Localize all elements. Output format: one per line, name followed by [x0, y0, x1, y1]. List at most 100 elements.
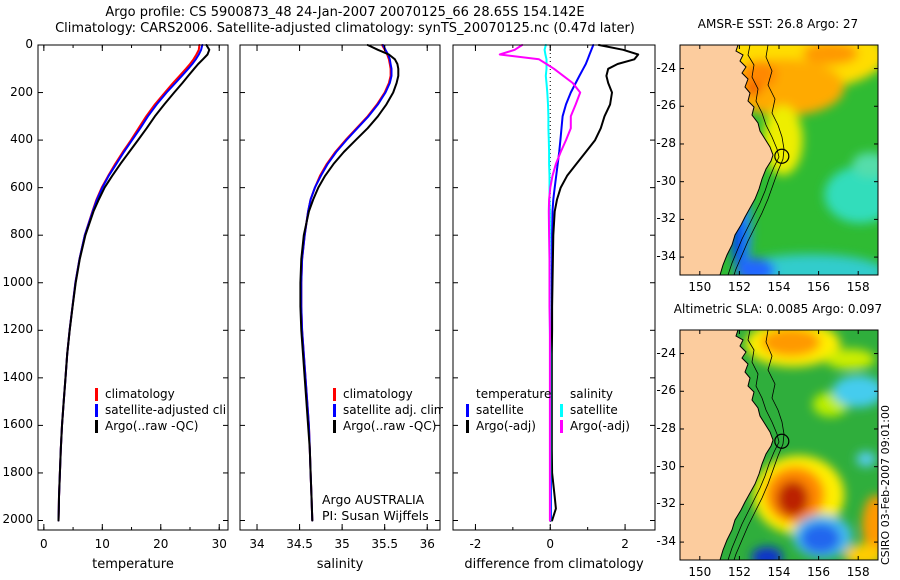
- depth-tick-label: 1200: [2, 322, 33, 337]
- sst-lat-tick-label: -32: [656, 211, 676, 226]
- difference-xtick-label: -2: [469, 537, 482, 551]
- temp-satellite-line-swatch: [466, 403, 469, 417]
- legend-label: Argo(-adj): [476, 419, 536, 433]
- sla-lat-tick-label: -24: [656, 345, 676, 360]
- sst-lat-tick-label: -24: [656, 60, 676, 75]
- depth-tick-label: 1000: [2, 274, 33, 289]
- salinity-axis-label: salinity: [316, 557, 364, 572]
- temperature-series-argo-raw-qc-: [57, 44, 211, 522]
- legend-item-climatology: climatology: [95, 386, 227, 402]
- map-feature: [741, 60, 778, 89]
- sst-lat-tick-label: -26: [656, 98, 676, 113]
- temperature-xtick-label: 30: [211, 537, 227, 551]
- map-feature: [800, 523, 841, 554]
- sla-lat-tick-label: -34: [656, 534, 676, 549]
- sla-map-title: Altimetric SLA: 0.0085 Argo: 0.097: [673, 302, 883, 316]
- sst-lat-tick-label: -30: [656, 173, 676, 188]
- contour-line-0: [727, 330, 780, 560]
- contour-line-1: [733, 330, 785, 560]
- sla-float-position-marker: [774, 433, 790, 449]
- figure-title-line1: Argo profile: CS 5900873_48 24-Jan-2007 …: [105, 5, 585, 20]
- difference-xtick-label: 2: [621, 537, 629, 551]
- difference-axis-label: difference from climatology: [464, 557, 644, 572]
- legend-label: satellite: [570, 403, 618, 417]
- climatology-line-swatch: [95, 387, 98, 401]
- legend-item-argo: Argo(..raw -QC): [333, 418, 443, 434]
- sst-map: [680, 45, 878, 275]
- sla-lon-tick-label: 158: [846, 565, 870, 579]
- difference-panel: [452, 44, 656, 531]
- legend-label: Argo(..raw -QC): [105, 419, 199, 433]
- depth-tick-label: 200: [10, 84, 33, 99]
- salinity-xtick-label: 35: [334, 537, 350, 551]
- climatology-line-swatch: [333, 387, 336, 401]
- legend-item-satellite-adjusted: satellite adj. clim.: [333, 402, 443, 418]
- difference-temperature-legend: temperature satellite Argo(-adj): [466, 386, 551, 434]
- sst-lat-tick-label: -28: [656, 135, 676, 150]
- map-feature: [763, 105, 803, 176]
- sst-lon-tick-label: 158: [846, 280, 870, 294]
- temperature-xtick-label: 0: [40, 537, 48, 551]
- sla-lat-tick-label: -30: [656, 458, 676, 473]
- sst-float-position-marker: [774, 148, 790, 164]
- depth-tick-label: 1400: [2, 369, 33, 384]
- salinity-series-argo-raw-qc-: [299, 44, 400, 522]
- salinity-xtick-label: 36: [419, 537, 435, 551]
- sal-satellite-line-swatch: [560, 403, 563, 417]
- difference-series-salinity-argo-adj-: [498, 44, 582, 522]
- australia-landmass: [680, 330, 774, 560]
- sal-argo-line-swatch: [560, 419, 563, 433]
- temp-argo-line-swatch: [466, 419, 469, 433]
- map-feature: [751, 546, 783, 560]
- sla-lon-tick-label: 152: [727, 565, 751, 579]
- depth-tick-label: 400: [10, 132, 33, 147]
- temperature-panel: [37, 44, 229, 531]
- legend-item-temp-argo: Argo(-adj): [466, 418, 551, 434]
- map-feature: [735, 258, 776, 275]
- salinity-panel: [239, 44, 441, 531]
- depth-tick-label: 1600: [2, 417, 33, 432]
- legend-label: satellite: [476, 403, 524, 417]
- csiro-timestamp-watermark: CSIRO 03-Feb-2007 09:01:00: [879, 404, 892, 565]
- argo-line-swatch: [95, 419, 98, 433]
- sla-map: [680, 330, 878, 560]
- legend-item-sal-satellite: satellite: [560, 402, 630, 418]
- salinity-legend: climatology satellite adj. clim. Argo(..…: [333, 386, 443, 434]
- sla-lon-tick-label: 154: [767, 565, 791, 579]
- legend-item-climatology: climatology: [333, 386, 443, 402]
- map-feature: [747, 83, 760, 95]
- legend-label: climatology: [343, 387, 413, 401]
- legend-item-sal-argo: Argo(-adj): [560, 418, 630, 434]
- temperature-axis-label: temperature: [92, 557, 174, 572]
- depth-tick-label: 800: [10, 227, 33, 242]
- salinity-xtick-label: 34.5: [286, 537, 313, 551]
- legend-label: Argo(-adj): [570, 419, 630, 433]
- figure-title-line2: Climatology: CARS2006. Satellite-adjuste…: [55, 21, 635, 36]
- difference-series-temperature-satellite: [550, 44, 595, 522]
- map-feature: [844, 543, 878, 560]
- legend-label: satellite-adjusted climatology: [105, 403, 227, 417]
- difference-series-temperature-argo-adj-: [550, 44, 640, 522]
- temperature-panel-border: [37, 44, 229, 531]
- legend-label: Argo(..raw -QC): [343, 419, 437, 433]
- map-feature: [832, 375, 878, 408]
- contour-line-1: [733, 45, 785, 275]
- depth-tick-label: 600: [10, 179, 33, 194]
- map-feature: [856, 451, 877, 467]
- legend-header-salinity: salinity: [570, 387, 614, 401]
- depth-tick-label: 0: [25, 37, 33, 51]
- map-feature: [852, 152, 878, 177]
- map-feature: [802, 45, 859, 65]
- difference-xtick-label: 0: [546, 537, 555, 551]
- sla-lat-tick-label: -32: [656, 496, 676, 511]
- temperature-series-climatology: [57, 44, 201, 522]
- salinity-panel-border: [239, 44, 441, 531]
- legend-item-satellite-adjusted: satellite-adjusted climatology: [95, 402, 227, 418]
- difference-salinity-legend: salinity satellite Argo(-adj): [560, 386, 630, 434]
- sla-lat-tick-label: -28: [656, 420, 676, 435]
- temperature-xtick-label: 10: [94, 537, 110, 551]
- difference-panel-border: [452, 44, 656, 531]
- map-feature: [825, 348, 876, 370]
- depth-tick-label: 1800: [2, 464, 33, 479]
